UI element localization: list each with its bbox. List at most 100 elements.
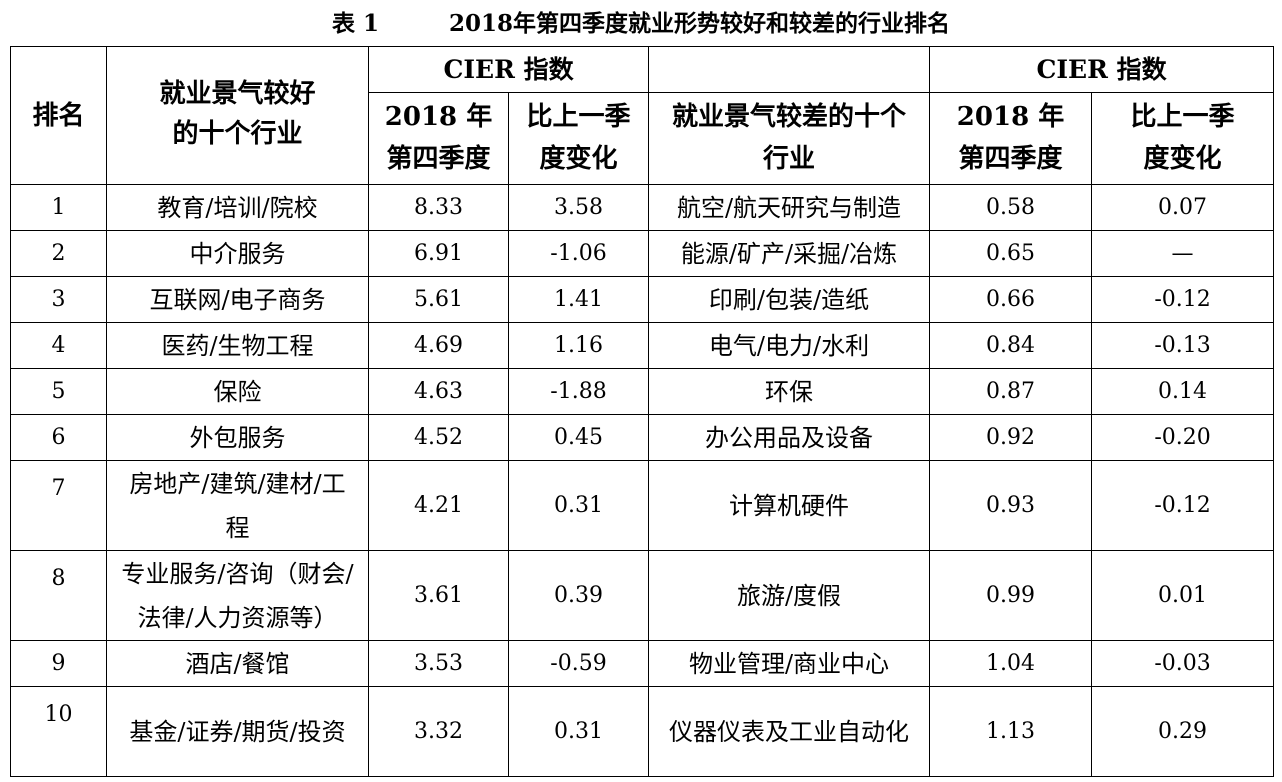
- bad-change-cell: 0.07: [1091, 184, 1275, 231]
- bad-index-cell: 0.65: [929, 230, 1093, 277]
- table-row: 2 中介服务 6.91 -1.06 能源/矿产/采掘/冶炼 0.65 —: [10, 230, 1275, 277]
- bad-change-cell: 0.14: [1091, 368, 1275, 415]
- good-index-cell: 5.61: [368, 276, 509, 323]
- bad-change-cell: —: [1091, 230, 1275, 277]
- good-index-cell: 3.61: [368, 550, 509, 641]
- good-industry-cell: 教育/培训/院校: [106, 184, 369, 231]
- header-good-industries: 就业景气较好的十个行业: [106, 46, 369, 185]
- good-industry-cell: 中介服务: [106, 230, 369, 277]
- header-q4-right: 2018 年第四季度: [929, 92, 1093, 185]
- good-index-cell: 4.69: [368, 322, 509, 369]
- good-change-cell: 0.31: [507, 460, 650, 551]
- bad-industry-cell: 航空/航天研究与制造: [648, 184, 931, 231]
- good-industry-cell: 酒店/餐馆: [106, 640, 369, 687]
- table-row: 10 基金/证券/期货/投资 3.32 0.31 仪器仪表及工业自动化 1.13…: [10, 686, 1275, 777]
- bad-industry-cell: 环保: [648, 368, 931, 415]
- bad-industry-cell: 物业管理/商业中心: [648, 640, 931, 687]
- bad-industry-cell: 仪器仪表及工业自动化: [648, 686, 931, 777]
- bad-change-cell: -0.20: [1091, 414, 1275, 461]
- bad-change-cell: -0.12: [1091, 276, 1275, 323]
- header-change-right-label: 比上一季度变化: [1130, 101, 1235, 174]
- rank-cell: 7: [10, 460, 107, 551]
- header-bad-industries-label: 就业景气较差的十个行业: [672, 101, 907, 174]
- bad-change-cell: 0.29: [1091, 686, 1275, 777]
- good-change-cell: 0.45: [507, 414, 650, 461]
- industry-ranking-table: 排名 就业景气较好的十个行业 CIER 指数 CIER 指数 2018 年第四季…: [10, 46, 1275, 777]
- bad-industry-cell: 旅游/度假: [648, 550, 931, 641]
- good-change-cell: 3.58: [507, 184, 650, 231]
- good-index-cell: 8.33: [368, 184, 509, 231]
- good-industry-cell: 基金/证券/期货/投资: [106, 686, 369, 777]
- bad-industry-cell: 能源/矿产/采掘/冶炼: [648, 230, 931, 277]
- table-row: 3 互联网/电子商务 5.61 1.41 印刷/包装/造纸 0.66 -0.12: [10, 276, 1275, 323]
- rank-cell: 10: [10, 686, 107, 777]
- table-row: 5 保险 4.63 -1.88 环保 0.87 0.14: [10, 368, 1275, 415]
- header-cier-right: CIER 指数: [929, 46, 1275, 93]
- table-number: 表 1: [331, 10, 379, 37]
- bad-industry-cell: 印刷/包装/造纸: [648, 276, 931, 323]
- bad-index-cell: 0.93: [929, 460, 1093, 551]
- table-row: 9 酒店/餐馆 3.53 -0.59 物业管理/商业中心 1.04 -0.03: [10, 640, 1275, 687]
- table-row: 1 教育/培训/院校 8.33 3.58 航空/航天研究与制造 0.58 0.0…: [10, 184, 1275, 231]
- header-q4-left: 2018 年第四季度: [368, 92, 509, 185]
- rank-cell: 4: [10, 322, 107, 369]
- bad-industry-cell: 电气/电力/水利: [648, 322, 931, 369]
- header-blank: [648, 46, 931, 93]
- table-title: 表 1 2018年第四季度就业形势较好和较差的行业排名: [0, 6, 1282, 42]
- good-change-cell: -0.59: [507, 640, 650, 687]
- header-change-right: 比上一季度变化: [1091, 92, 1275, 185]
- good-index-cell: 6.91: [368, 230, 509, 277]
- good-industry-cell: 外包服务: [106, 414, 369, 461]
- good-index-cell: 3.53: [368, 640, 509, 687]
- good-industry-text: 专业服务/咨询（财会/法律/人力资源等）: [121, 559, 354, 632]
- bad-index-cell: 0.66: [929, 276, 1093, 323]
- bad-index-cell: 0.92: [929, 414, 1093, 461]
- header-good-industries-label: 就业景气较好的十个行业: [159, 79, 316, 149]
- bad-change-cell: -0.13: [1091, 322, 1275, 369]
- header-cier-left: CIER 指数: [367, 46, 650, 93]
- table-row: 7 房地产/建筑/建材/工程 4.21 0.31 计算机硬件 0.93 -0.1…: [10, 460, 1275, 551]
- good-change-cell: 1.16: [507, 322, 650, 369]
- bad-change-cell: -0.03: [1091, 640, 1275, 687]
- table-row: 8 专业服务/咨询（财会/法律/人力资源等） 3.61 0.39 旅游/度假 0…: [10, 550, 1275, 641]
- bad-index-cell: 1.13: [929, 686, 1093, 777]
- good-change-cell: -1.88: [507, 368, 650, 415]
- good-industry-text: 房地产/建筑/建材/工程: [129, 469, 346, 542]
- good-industry-cell: 互联网/电子商务: [106, 276, 369, 323]
- rank-cell: 3: [10, 276, 107, 323]
- bad-index-cell: 0.87: [929, 368, 1093, 415]
- table-title-text: 2018年第四季度就业形势较好和较差的行业排名: [449, 10, 951, 37]
- good-change-cell: 0.31: [507, 686, 650, 777]
- table-row: 6 外包服务 4.52 0.45 办公用品及设备 0.92 -0.20: [10, 414, 1275, 461]
- good-industry-cell: 医药/生物工程: [106, 322, 369, 369]
- good-index-cell: 4.52: [368, 414, 509, 461]
- rank-cell: 5: [10, 368, 107, 415]
- bad-index-cell: 0.58: [929, 184, 1093, 231]
- rank-cell: 6: [10, 414, 107, 461]
- good-index-cell: 3.32: [368, 686, 509, 777]
- header-q4-left-label: 2018 年第四季度: [384, 101, 493, 174]
- table-row: 4 医药/生物工程 4.69 1.16 电气/电力/水利 0.84 -0.13: [10, 322, 1275, 369]
- good-index-cell: 4.21: [368, 460, 509, 551]
- header-rank: 排名: [10, 46, 107, 185]
- good-index-cell: 4.63: [368, 368, 509, 415]
- bad-change-cell: 0.01: [1091, 550, 1275, 641]
- good-industry-cell: 房地产/建筑/建材/工程: [106, 460, 369, 551]
- bad-industry-cell: 计算机硬件: [648, 460, 931, 551]
- header-change-left-label: 比上一季度变化: [526, 101, 631, 174]
- good-industry-cell: 专业服务/咨询（财会/法律/人力资源等）: [106, 550, 369, 641]
- bad-index-cell: 0.84: [929, 322, 1093, 369]
- good-industry-cell: 保险: [106, 368, 369, 415]
- bad-industry-cell: 办公用品及设备: [648, 414, 931, 461]
- good-change-cell: -1.06: [507, 230, 650, 277]
- bad-index-cell: 0.99: [929, 550, 1093, 641]
- good-change-cell: 1.41: [507, 276, 650, 323]
- header-bad-industries: 就业景气较差的十个行业: [648, 92, 931, 185]
- rank-cell: 2: [10, 230, 107, 277]
- header-change-left: 比上一季度变化: [507, 92, 650, 185]
- good-change-cell: 0.39: [507, 550, 650, 641]
- bad-change-cell: -0.12: [1091, 460, 1275, 551]
- rank-cell: 9: [10, 640, 107, 687]
- bad-index-cell: 1.04: [929, 640, 1093, 687]
- rank-cell: 1: [10, 184, 107, 231]
